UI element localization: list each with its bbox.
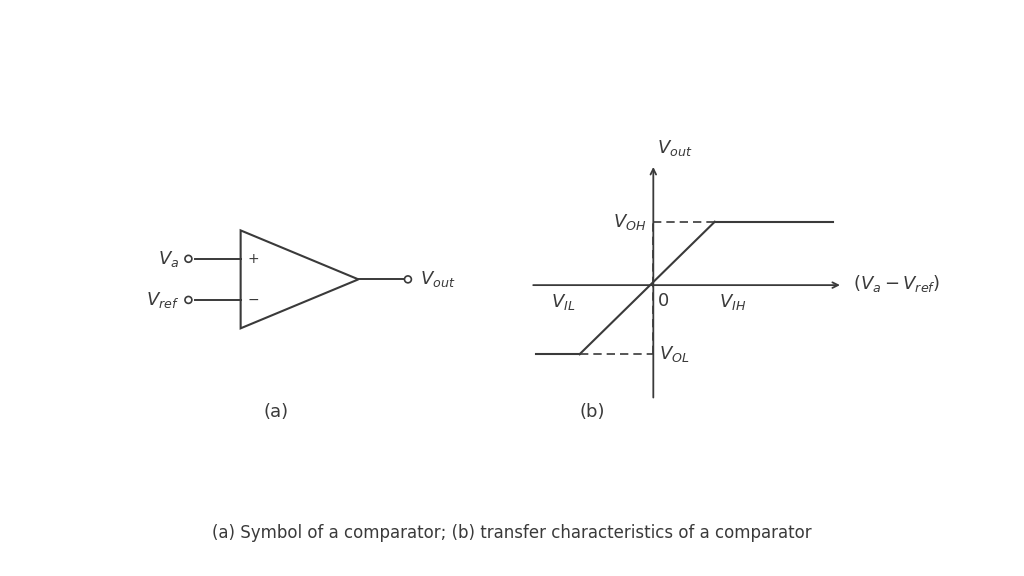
Text: +: +	[247, 252, 259, 266]
Text: (b): (b)	[580, 403, 604, 421]
Text: $V_{\mathit{IL}}$: $V_{\mathit{IL}}$	[551, 292, 575, 312]
Text: (a) Symbol of a comparator; (b) transfer characteristics of a comparator: (a) Symbol of a comparator; (b) transfer…	[212, 524, 812, 542]
Text: $(V_{\mathit{a}}-V_{\mathit{ref}})$: $(V_{\mathit{a}}-V_{\mathit{ref}})$	[853, 274, 940, 294]
Text: $V_{\mathit{IH}}$: $V_{\mathit{IH}}$	[719, 292, 746, 312]
Text: $0$: $0$	[657, 292, 670, 310]
Text: (a): (a)	[263, 403, 289, 421]
Text: $V_{\mathit{a}}$: $V_{\mathit{a}}$	[159, 249, 179, 269]
Text: $V_{\mathit{OH}}$: $V_{\mathit{OH}}$	[612, 212, 646, 232]
Text: $V_{\mathit{out}}$: $V_{\mathit{out}}$	[657, 138, 693, 158]
Text: −: −	[247, 293, 259, 307]
Text: $V_{\mathit{ref}}$: $V_{\mathit{ref}}$	[146, 290, 179, 310]
Text: $V_{\mathit{OL}}$: $V_{\mathit{OL}}$	[659, 344, 690, 364]
Text: $V_{\mathit{out}}$: $V_{\mathit{out}}$	[420, 270, 455, 289]
